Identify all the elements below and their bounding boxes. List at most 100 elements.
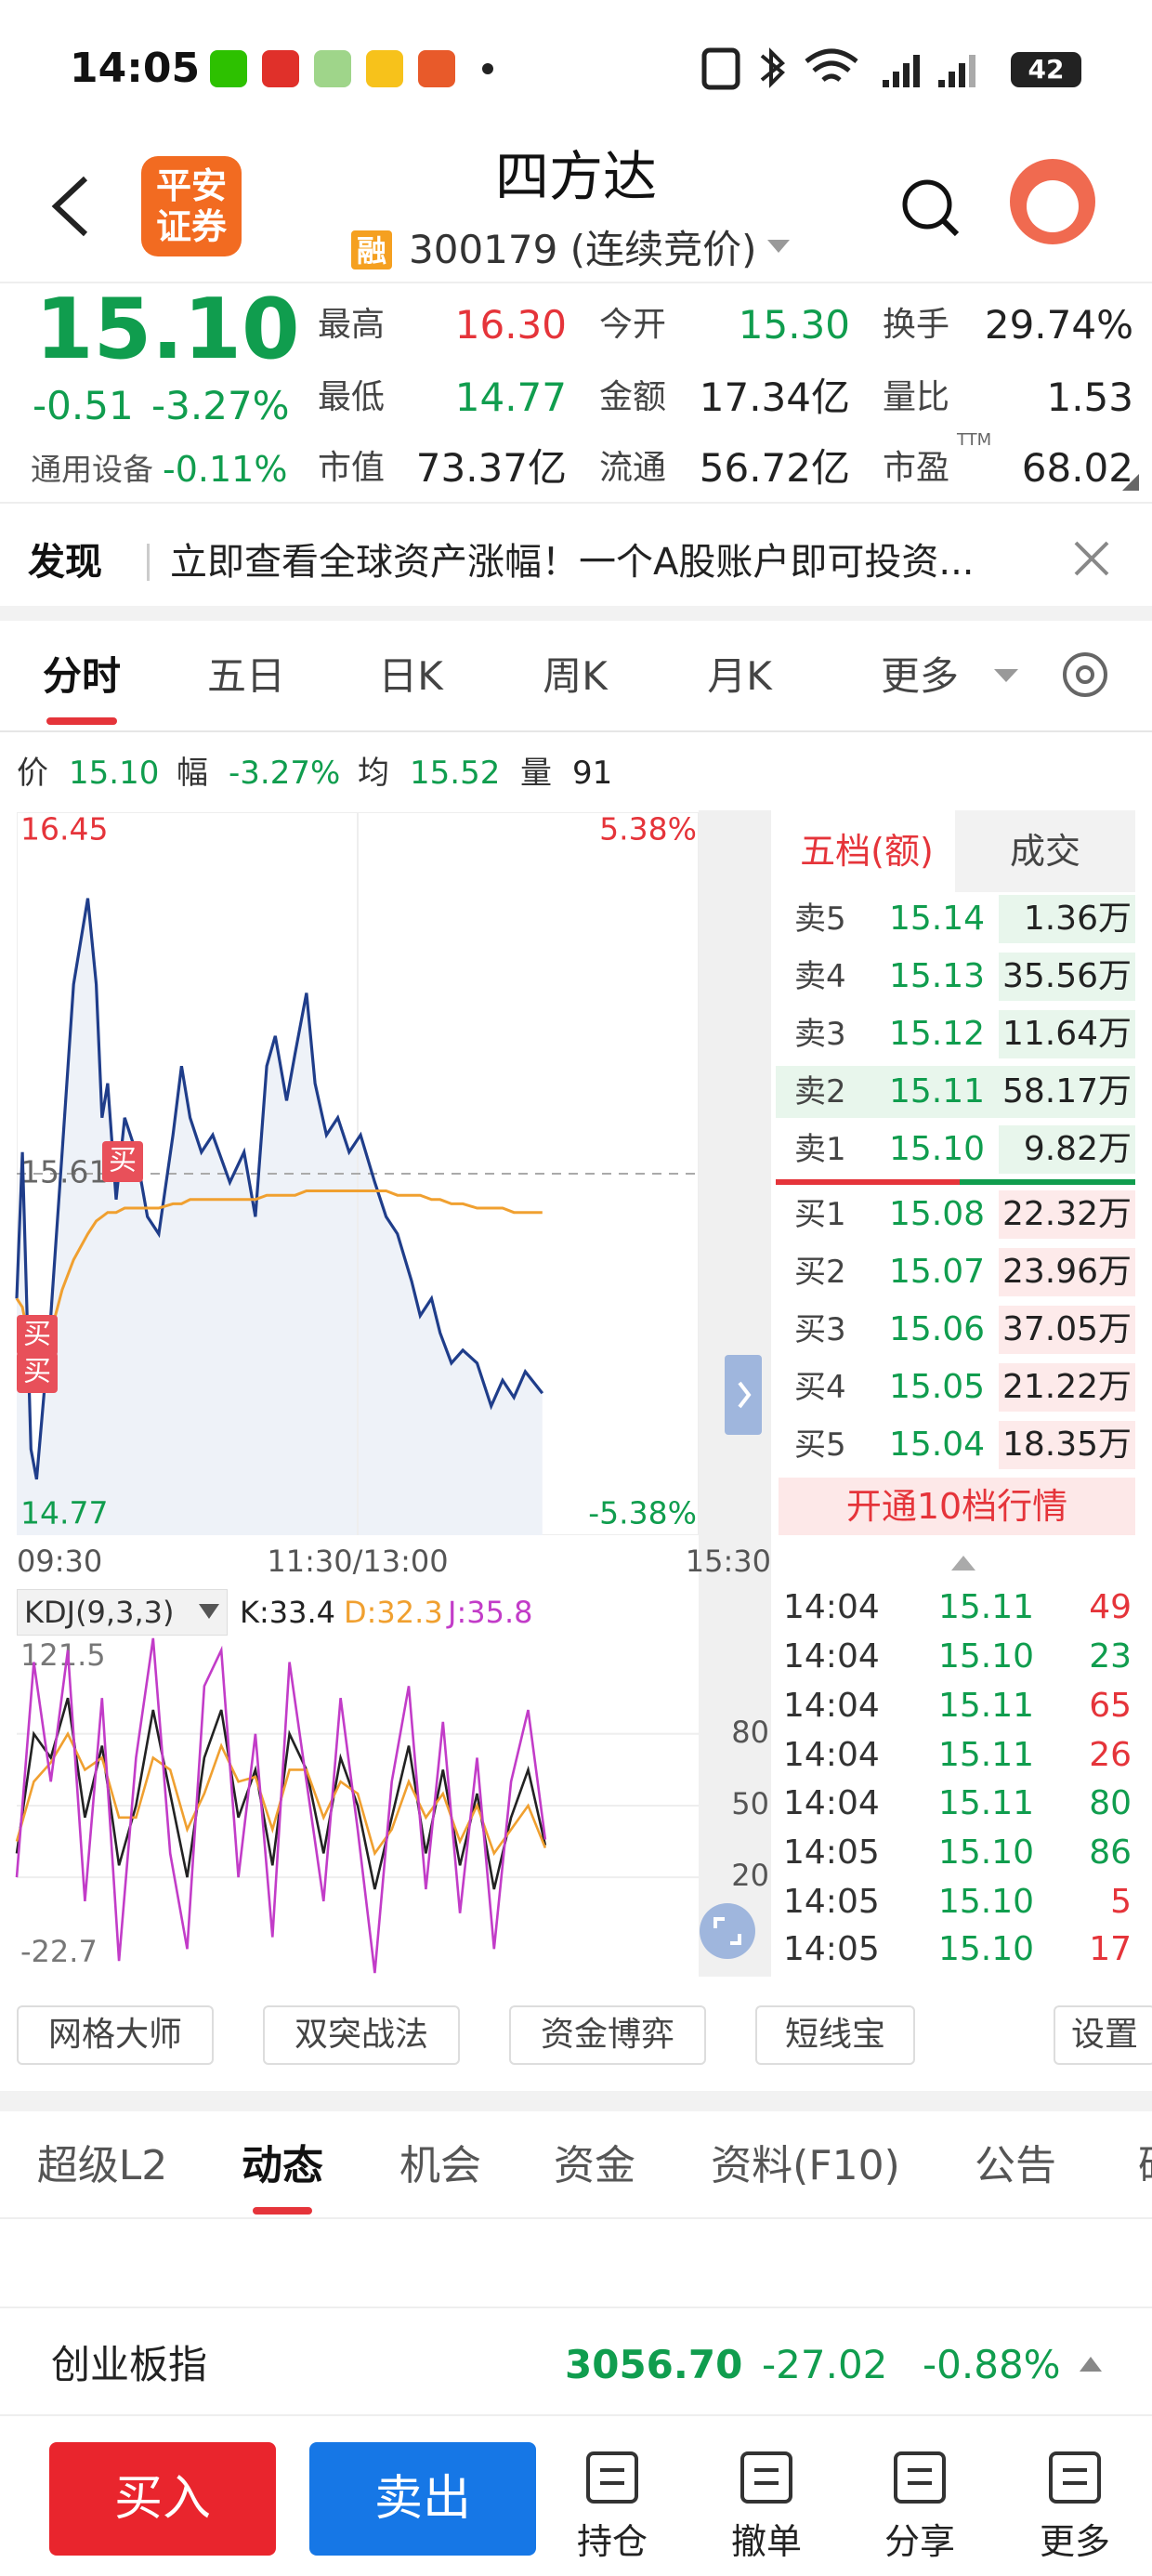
trade-price: 15.10 [938,1883,1035,1921]
ob-amount-bg [999,1248,1135,1296]
detail-tab-indicator [253,2207,312,2215]
index-value: 3056.70 [565,2342,743,2387]
trade-price: 15.10 [938,1930,1035,1968]
trade-volume: 49 [1089,1588,1132,1626]
tool-button[interactable] [1054,2005,1152,2065]
tool-button[interactable] [17,2005,214,2065]
ob-amount: 58.17万 [1001,1072,1132,1111]
nav-icon-lines [754,2468,779,2485]
ob-amount-bg [999,1421,1135,1469]
chart-tab[interactable]: 日K [378,653,443,699]
search-handle [941,218,960,237]
chart-tab[interactable]: 更多 [880,653,960,699]
detail-tab[interactable]: 资金 [554,2142,635,2189]
field-label: 今开 [599,306,667,344]
sell-button[interactable] [309,2442,536,2556]
tab-indicator [46,717,117,725]
x-tick-label: 09:30 [17,1544,103,1579]
trade-price: 15.11 [938,1687,1035,1725]
field-label: 金额 [599,378,667,416]
nav-label[interactable]: 持仓 [576,2521,648,2562]
info-value: 91 [572,755,613,792]
wifi-icon [805,48,858,82]
tool-label[interactable]: 双突战法 [294,2016,429,2054]
logo-text: 证券 [155,206,228,247]
price-change: -0.51 [33,383,134,428]
detail-tab[interactable]: 超级L2 [36,2142,168,2189]
index-change: -27.02 [762,2342,888,2387]
tool-label[interactable]: 设置 [1070,2016,1139,2054]
trade-volume: 80 [1089,1784,1132,1822]
ob-amount: 22.32万 [1001,1195,1132,1233]
detail-tab[interactable]: 资料(F10) [711,2142,900,2189]
chart-tab[interactable]: 周K [543,653,608,699]
trade-time: 14:04 [783,1637,880,1676]
upgrade-bg[interactable] [779,1478,1135,1535]
trade-time: 14:05 [783,1833,880,1872]
tool-label[interactable]: 网格大师 [47,2016,183,2054]
ob-amount: 11.64万 [1001,1015,1132,1053]
ob-header[interactable]: 五档(额) [800,831,934,872]
kdj-label-bg[interactable] [17,1589,228,1636]
sell-label[interactable]: 卖出 [373,2471,472,2527]
discover-text[interactable]: 立即查看全球资产涨幅！一个A股账户即可投资... [170,541,975,584]
logo [141,156,242,256]
tool-label[interactable]: 资金博弈 [540,2016,675,2054]
ob-amount-bg [999,1190,1135,1239]
trade-time: 14:05 [783,1930,880,1968]
stock-name: 四方达 [494,145,658,208]
divider [0,282,1152,283]
bluetooth-icon [760,47,785,88]
signal-bar [938,80,945,87]
trade-volume: 26 [1089,1736,1132,1774]
tool-label[interactable]: 短线宝 [784,2016,886,2054]
ob-price: 15.13 [889,957,986,995]
detail-tab[interactable]: 公告 [975,2142,1056,2189]
signal-bar [913,55,920,87]
gap [0,606,1152,621]
nav-label[interactable]: 更多 [1039,2521,1111,2562]
legend-entry: J:35.8 [448,1595,533,1630]
index-name: 创业板指 [51,2342,208,2387]
field-value: 14.77 [454,375,567,420]
chart-tab[interactable]: 分时 [42,653,122,699]
ob-label: 卖3 [794,1016,846,1053]
field-label: 市值 [318,449,386,487]
detail-tab[interactable]: 动态 [242,2142,323,2189]
ob-header[interactable]: 成交 [1009,831,1081,872]
nav-label[interactable]: 分享 [884,2521,956,2562]
y-tick-label: -22.7 [20,1934,98,1969]
nav-label[interactable]: 撤单 [730,2521,803,2562]
index-bar [0,2307,1152,2416]
kdj-line [15,1731,547,1857]
trade-time: 14:04 [783,1687,880,1725]
ob-label: 买1 [794,1196,846,1233]
buy-label[interactable]: 买入 [113,2471,212,2527]
expand-button[interactable] [725,1355,762,1435]
tool-button[interactable] [509,2005,706,2065]
ob-amount: 9.82万 [1023,1130,1132,1168]
signal-bar [959,63,965,87]
sector-name: 通用设备 [31,451,153,488]
tool-button[interactable] [263,2005,460,2065]
legend-entry: K:33.4 [240,1595,336,1630]
y-tick-label: 121.5 [20,1637,106,1673]
avatar-face [1027,180,1079,232]
field-label: 换手 [883,306,950,344]
ob-label: 买5 [794,1426,846,1464]
status-app-icon [366,50,403,87]
chart-tab[interactable]: 五日 [206,653,286,699]
buy-button[interactable] [49,2442,276,2556]
field-label: 市盈 [883,449,950,487]
ob-price: 15.14 [889,900,986,938]
info-label: 均 [358,755,389,792]
detail-tab[interactable]: 机会 [399,2142,481,2189]
tool-button[interactable] [755,2005,915,2065]
ob-label: 买4 [794,1369,846,1406]
detail-tab[interactable]: 研 [1138,2146,1152,2187]
status-time: 14:05 [70,45,201,92]
chart-tab[interactable]: 月K [707,653,772,699]
upgrade-button[interactable]: 开通10档行情 [845,1486,1068,1527]
x-tick-label: 11:30/13:00 [267,1544,449,1579]
settings-icon [1063,652,1107,697]
